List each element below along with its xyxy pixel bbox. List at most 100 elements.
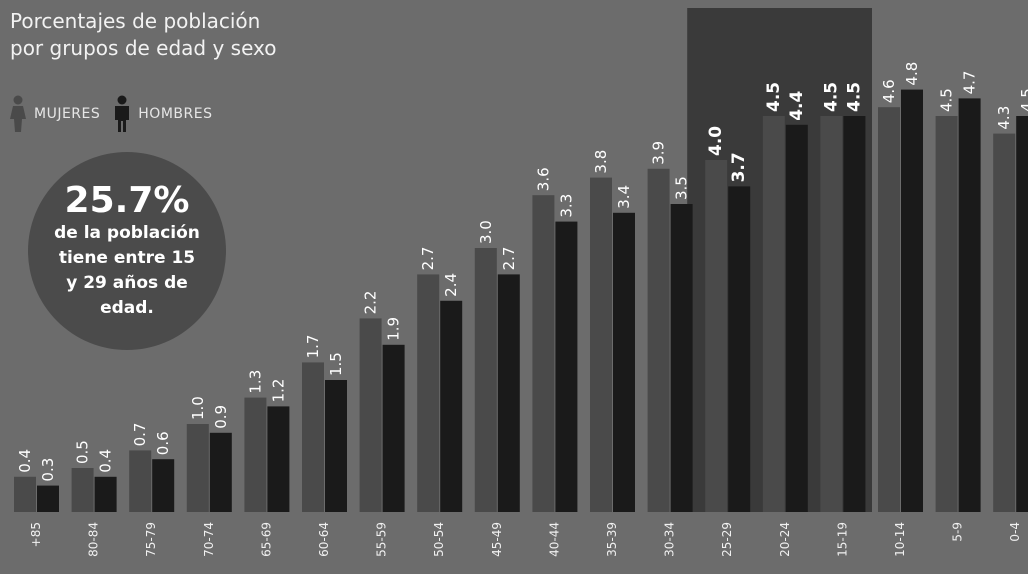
bar-men-10-14 <box>901 89 923 512</box>
legend-label-women: MUJERES <box>34 106 101 122</box>
man-figure-icon <box>115 95 130 132</box>
bar-men-45-49 <box>497 274 520 512</box>
bar-women-30-34 <box>647 168 670 513</box>
chart-title-line-1: Porcentajes de población <box>10 9 261 33</box>
bar-women-60-64 <box>302 362 324 512</box>
bar-men-30-34 <box>670 204 693 512</box>
bar-men-15-19 <box>843 116 866 512</box>
bar-women-+85 <box>14 476 36 512</box>
value-label-women-55-59: 2.2 <box>362 291 380 315</box>
tick-label-50-54: 50-54 <box>432 522 446 557</box>
bar-women-10-14 <box>878 107 900 512</box>
value-label-men-15-19: 4.5 <box>844 82 864 112</box>
value-label-women-25-29: 4.0 <box>706 126 726 156</box>
value-label-women-5-9: 4.5 <box>938 88 956 112</box>
value-label-women-40-44: 3.6 <box>534 167 552 191</box>
tick-label-10-14: 10-14 <box>893 522 907 557</box>
bar-men-0-4 <box>1016 116 1028 512</box>
value-label-men-10-14: 4.8 <box>903 62 921 86</box>
tick-label-70-74: 70-74 <box>202 522 216 557</box>
value-label-men-5-9: 4.7 <box>961 71 979 95</box>
woman-figure-icon <box>10 95 26 132</box>
bar-women-20-24 <box>762 116 785 512</box>
value-label-women-0-4: 4.3 <box>995 106 1013 130</box>
bar-men-25-29 <box>728 186 751 512</box>
bar-men-5-9 <box>958 98 981 513</box>
bar-men-+85 <box>37 485 59 512</box>
tick-label-25-29: 25-29 <box>720 522 734 557</box>
value-label-women-+85: 0.4 <box>16 449 34 473</box>
tick-label-45-49: 45-49 <box>490 522 504 557</box>
value-label-men-+85: 0.3 <box>39 458 57 482</box>
value-label-men-55-59: 1.9 <box>385 317 403 341</box>
value-label-men-80-84: 0.4 <box>97 449 115 473</box>
value-label-women-20-24: 4.5 <box>764 82 784 112</box>
bar-men-80-84 <box>94 476 117 512</box>
tick-label-40-44: 40-44 <box>547 522 561 557</box>
value-label-men-45-49: 2.7 <box>500 247 518 271</box>
bar-women-45-49 <box>474 248 497 512</box>
value-label-men-25-29: 3.7 <box>729 152 749 182</box>
bar-men-50-54 <box>440 300 463 512</box>
value-label-men-50-54: 2.4 <box>442 273 460 297</box>
tick-label-75-79: 75-79 <box>144 522 158 557</box>
value-label-women-80-84: 0.5 <box>74 440 92 464</box>
chart-title-line-2: por grupos de edad y sexo <box>10 36 277 60</box>
value-label-women-35-39: 3.8 <box>592 150 610 174</box>
tick-label-30-34: 30-34 <box>663 522 677 557</box>
bar-men-75-79 <box>152 459 175 512</box>
value-label-women-70-74: 1.0 <box>189 396 207 420</box>
tick-label-35-39: 35-39 <box>605 522 619 557</box>
bar-women-55-59 <box>359 318 382 512</box>
bar-women-70-74 <box>186 424 209 512</box>
bar-men-65-69 <box>267 406 290 512</box>
tick-label-+85: +85 <box>29 522 43 547</box>
value-label-women-15-19: 4.5 <box>821 82 841 112</box>
bar-men-40-44 <box>555 221 578 512</box>
value-label-women-65-69: 1.3 <box>246 370 264 394</box>
value-label-men-20-24: 4.4 <box>787 91 807 121</box>
value-label-women-50-54: 2.7 <box>419 247 437 271</box>
chart-title: Porcentajes de población por grupos de e… <box>10 8 277 62</box>
callout-value: 25.7% <box>64 180 190 221</box>
bar-women-65-69 <box>244 397 267 512</box>
value-label-women-30-34: 3.9 <box>650 141 668 165</box>
value-label-men-30-34: 3.5 <box>673 176 691 200</box>
bar-women-50-54 <box>417 274 440 512</box>
value-label-men-40-44: 3.3 <box>557 194 575 218</box>
legend-label-men: HOMBRES <box>138 106 213 122</box>
tick-label-80-84: 80-84 <box>87 522 101 557</box>
value-label-men-60-64: 1.5 <box>327 352 345 376</box>
value-label-women-45-49: 3.0 <box>477 220 495 244</box>
bar-men-70-74 <box>209 432 232 512</box>
tick-label-5-9: 5-9 <box>951 522 965 542</box>
bar-men-20-24 <box>785 124 808 513</box>
value-label-women-75-79: 0.7 <box>131 423 149 447</box>
bar-women-15-19 <box>820 116 843 512</box>
bar-men-35-39 <box>613 212 635 513</box>
callout-circle: 25.7% de la población tiene entre 15 y 2… <box>28 152 226 350</box>
tick-label-20-24: 20-24 <box>778 522 792 557</box>
value-label-women-60-64: 1.7 <box>304 335 322 359</box>
bar-women-25-29 <box>705 160 728 512</box>
tick-label-55-59: 55-59 <box>375 522 389 557</box>
chart-legend: MUJERES HOMBRES <box>8 94 212 134</box>
bar-women-40-44 <box>532 195 555 512</box>
tick-label-65-69: 65-69 <box>259 522 273 557</box>
bar-men-55-59 <box>382 344 405 512</box>
value-label-men-35-39: 3.4 <box>615 185 633 209</box>
tick-label-60-64: 60-64 <box>317 522 331 557</box>
callout-text: de la población tiene entre 15 y 29 años… <box>54 223 200 318</box>
value-label-men-75-79: 0.6 <box>154 431 172 455</box>
tick-label-15-19: 15-19 <box>835 522 849 557</box>
value-label-men-65-69: 1.2 <box>269 379 287 403</box>
value-label-women-10-14: 4.6 <box>880 79 898 103</box>
value-label-men-70-74: 0.9 <box>212 405 230 429</box>
bar-women-75-79 <box>129 450 152 512</box>
bar-women-0-4 <box>993 133 1016 512</box>
value-label-men-0-4: 4.5 <box>1018 88 1028 112</box>
bar-women-5-9 <box>935 116 958 512</box>
tick-label-0-4: 0-4 <box>1008 522 1022 542</box>
bar-women-80-84 <box>71 468 94 512</box>
